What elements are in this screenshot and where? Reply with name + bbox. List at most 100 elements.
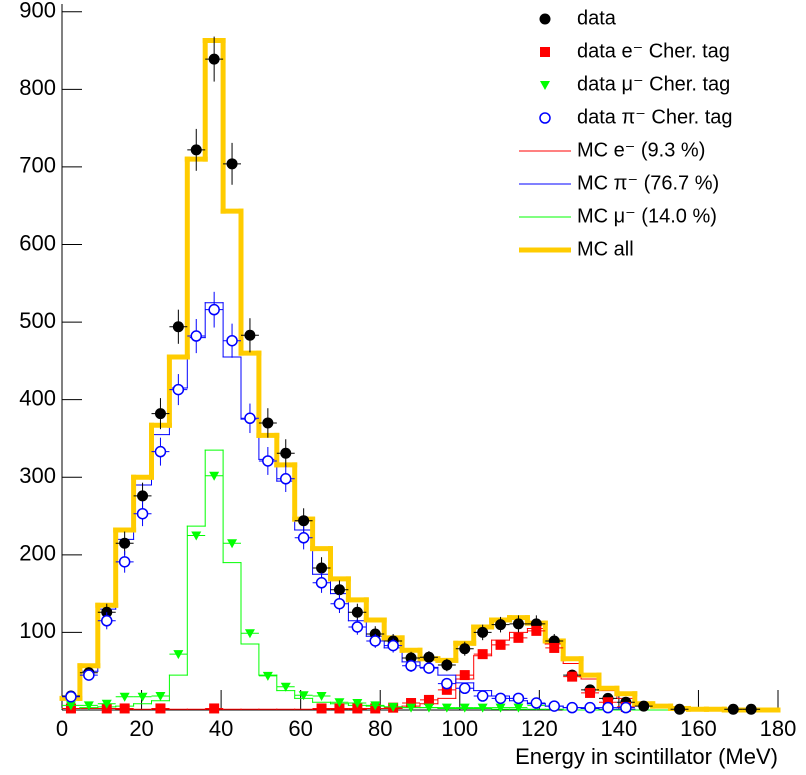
y-tick-label: 200 bbox=[19, 541, 56, 566]
data-point bbox=[476, 690, 489, 702]
data-point bbox=[441, 703, 452, 713]
x-tick-label: 100 bbox=[441, 716, 478, 741]
data-point bbox=[334, 703, 345, 714]
data-point bbox=[530, 697, 543, 709]
data-point bbox=[191, 531, 202, 541]
y-tick-label: 100 bbox=[19, 618, 56, 643]
data-point bbox=[226, 334, 238, 347]
data-point bbox=[101, 615, 113, 627]
data-point bbox=[423, 694, 434, 705]
data-point bbox=[495, 639, 506, 650]
data-point bbox=[585, 687, 596, 698]
data-point bbox=[423, 651, 435, 663]
data-point bbox=[280, 473, 292, 485]
data-point bbox=[244, 412, 256, 425]
legend-label: data μ⁻ Cher. tag bbox=[577, 73, 730, 95]
y-tick-label: 400 bbox=[19, 385, 56, 410]
data-point bbox=[388, 702, 399, 712]
data-point bbox=[459, 703, 470, 713]
data-point bbox=[209, 471, 220, 481]
data-point bbox=[333, 584, 345, 596]
data-point bbox=[297, 532, 310, 544]
data-point bbox=[477, 626, 489, 638]
data-point bbox=[549, 642, 560, 653]
x-axis-label: Energy in scintillator (MeV) bbox=[515, 744, 778, 769]
data-point bbox=[315, 577, 328, 589]
data-point bbox=[227, 539, 238, 549]
data-point bbox=[226, 158, 238, 170]
data-point bbox=[83, 701, 94, 711]
data-point bbox=[351, 606, 363, 618]
data-point bbox=[352, 703, 363, 714]
legend-label: MC all bbox=[577, 238, 634, 260]
data-point bbox=[316, 562, 328, 574]
data-point bbox=[423, 662, 435, 674]
data-point bbox=[244, 329, 256, 341]
data-point bbox=[208, 53, 220, 65]
y-tick-label: 800 bbox=[19, 75, 56, 100]
legend-label: MC π⁻ (76.7 %) bbox=[577, 172, 719, 194]
data-point bbox=[101, 699, 112, 709]
y-tick-label: 300 bbox=[19, 463, 56, 488]
data-point bbox=[745, 703, 757, 715]
data-point bbox=[172, 321, 184, 333]
data-point bbox=[65, 701, 76, 711]
data-point bbox=[65, 691, 77, 703]
data-point bbox=[154, 408, 166, 420]
data-point bbox=[584, 701, 596, 714]
data-point bbox=[370, 701, 381, 711]
data-point bbox=[539, 13, 551, 25]
data-point bbox=[262, 671, 273, 681]
data-point bbox=[333, 597, 346, 610]
data-point bbox=[602, 701, 614, 714]
data-point bbox=[406, 703, 417, 713]
x-tick-label: 60 bbox=[288, 716, 312, 741]
data-point bbox=[531, 625, 542, 636]
x-tick-label: 160 bbox=[680, 716, 717, 741]
data-point bbox=[512, 618, 524, 630]
data-point bbox=[190, 144, 202, 156]
data-point bbox=[209, 703, 220, 714]
legend-label: data bbox=[577, 7, 617, 29]
data-point bbox=[459, 682, 471, 695]
data-point bbox=[674, 703, 686, 715]
y-tick-label: 600 bbox=[19, 230, 56, 255]
data-point bbox=[119, 537, 131, 549]
data-point bbox=[566, 701, 578, 714]
x-tick-label: 0 bbox=[56, 716, 68, 741]
data-point bbox=[280, 447, 292, 459]
data-point bbox=[298, 691, 309, 701]
data-point bbox=[352, 699, 363, 709]
y-tick-label: 700 bbox=[19, 153, 56, 178]
data-point bbox=[494, 692, 507, 705]
data-point bbox=[369, 635, 381, 647]
x-tick-label: 80 bbox=[368, 716, 392, 741]
data-point bbox=[351, 621, 364, 633]
data-point bbox=[190, 330, 202, 342]
data-point bbox=[540, 81, 550, 90]
x-tick-label: 120 bbox=[521, 716, 558, 741]
data-point bbox=[155, 703, 166, 714]
data-point bbox=[262, 455, 274, 467]
data-point bbox=[459, 643, 471, 655]
data-point bbox=[513, 632, 524, 643]
data-point bbox=[548, 700, 560, 712]
data-point bbox=[118, 556, 131, 568]
data-point bbox=[477, 703, 488, 713]
data-point bbox=[298, 515, 310, 527]
data-point bbox=[316, 692, 327, 702]
y-tick-label: 900 bbox=[19, 0, 56, 23]
data-point bbox=[172, 383, 185, 396]
data-point bbox=[137, 692, 148, 702]
data-point bbox=[441, 684, 452, 695]
data-point bbox=[512, 692, 525, 705]
data-point bbox=[477, 649, 488, 660]
data-point bbox=[262, 417, 274, 429]
data-point bbox=[405, 660, 417, 672]
data-point bbox=[334, 698, 345, 708]
data-point bbox=[567, 671, 578, 682]
legend-label: data π⁻ Cher. tag bbox=[577, 106, 733, 128]
data-point bbox=[208, 303, 220, 316]
x-tick-label: 40 bbox=[209, 716, 233, 741]
